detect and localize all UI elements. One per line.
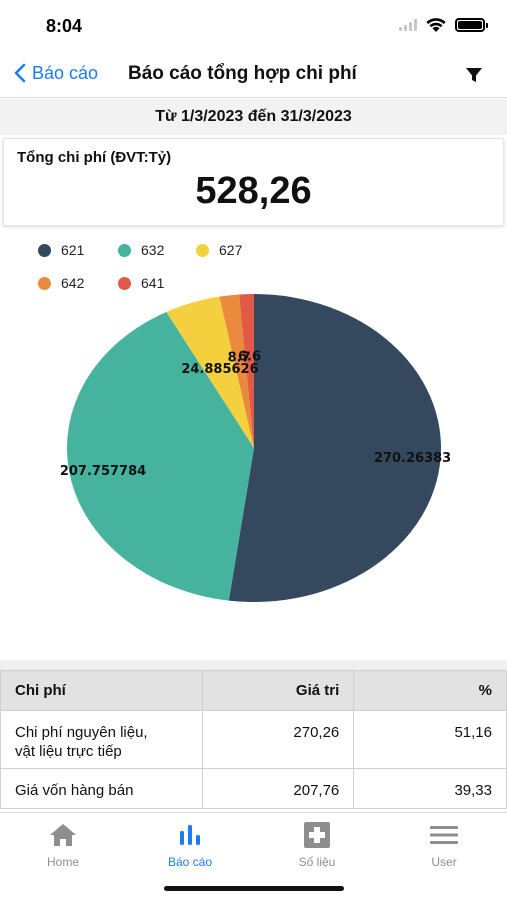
back-button-label: Báo cáo (32, 62, 99, 83)
legend-item-632[interactable]: 632 (118, 242, 164, 258)
cell-name-line: Giá vốn hàng bán (15, 782, 134, 799)
status-icons (399, 17, 488, 33)
cell-name-line: vật liệu trực tiếp (15, 743, 122, 760)
cost-table: Chi phí Giá tri % Chi phí nguyên liệu, v… (0, 670, 507, 809)
pie-chart-area: 621 632 627 642 641 270.26383 207.757784 2… (0, 230, 507, 660)
wifi-icon (426, 18, 446, 32)
column-header-value[interactable]: Giá tri (201, 670, 355, 711)
bar-chart-icon (180, 825, 200, 845)
table-row[interactable]: Giá vốn hàng bán 207,76 39,33 (0, 768, 507, 809)
legend-dot (38, 276, 51, 290)
total-cost-card: Tổng chi phí (ĐVT:Tỷ) 528,26 (3, 138, 504, 226)
pie-slice-621[interactable] (228, 294, 442, 603)
tab-label: Số liệu (298, 855, 336, 869)
tab-so-lieu[interactable]: Số liệu (254, 821, 380, 869)
legend-item-621[interactable]: 621 (38, 242, 84, 258)
battery-icon (455, 18, 488, 32)
pie-slice-632[interactable] (66, 311, 254, 601)
tab-home[interactable]: Home (0, 821, 126, 869)
status-bar: 8:04 (0, 0, 507, 50)
pie-slice-641[interactable] (239, 294, 254, 448)
total-cost-value: 528,26 (195, 170, 312, 212)
table-cell-percent: 39,33 (353, 768, 507, 809)
tab-label: Báo cáo (167, 855, 213, 869)
page-title: Báo cáo tổng hợp chi phí (128, 63, 357, 84)
table-row[interactable]: Chi phí nguyên liệu, vật liệu trực tiếp … (0, 710, 507, 769)
pie-slice-label-632: 207.757784 (60, 464, 146, 479)
legend-label: 642 (61, 275, 85, 291)
section-divider (0, 660, 507, 670)
legend-item-627[interactable]: 627 (196, 242, 242, 258)
filter-icon[interactable] (465, 66, 483, 84)
table-cell-name: Giá vốn hàng bán (0, 768, 203, 809)
pie-slice-label-627: 24.885626 (181, 362, 258, 377)
pie-slice-label-642: 8.7 (228, 350, 251, 365)
back-button[interactable]: Báo cáo (10, 62, 98, 84)
table-cell-value: 270,26 (201, 710, 355, 769)
legend-dot (38, 243, 51, 257)
pie-slice-label-621: 270.26383 (374, 451, 451, 466)
legend-dot (196, 243, 209, 257)
legend-item-641[interactable]: 641 (118, 275, 164, 291)
pie-slice-642[interactable] (219, 294, 254, 448)
legend-item-642[interactable]: 642 (38, 275, 84, 291)
legend-label: 621 (61, 242, 85, 258)
legend-label: 632 (141, 242, 165, 258)
legend-label: 641 (141, 275, 165, 291)
table-cell-value: 207,76 (201, 768, 355, 809)
table-cell-percent: 51,16 (353, 710, 507, 769)
legend-dot (118, 276, 131, 290)
data-icon (304, 822, 330, 848)
column-header-name[interactable]: Chi phí (0, 670, 203, 711)
tab-bar: Home Báo cáo Số liệu User (0, 812, 507, 900)
cellular-signal-icon (399, 19, 417, 31)
legend-label: 627 (219, 242, 243, 258)
cell-name-line: Chi phí nguyên liệu, (15, 724, 148, 741)
tab-bao-cao[interactable]: Báo cáo (127, 821, 253, 869)
tab-label: User (431, 855, 457, 869)
date-range: Từ 1/3/2023 đến 31/3/2023 (0, 99, 507, 135)
column-header-percent[interactable]: % (353, 670, 507, 711)
tab-user[interactable]: User (381, 821, 507, 869)
menu-icon (430, 826, 458, 844)
pie-slice-label-641: 6.6 (238, 350, 261, 365)
status-time: 8:04 (46, 16, 83, 36)
total-cost-label: Tổng chi phí (ĐVT:Tỷ) (17, 149, 172, 166)
pie-slice-627[interactable] (166, 296, 254, 448)
home-icon (50, 824, 76, 846)
home-indicator (164, 886, 344, 891)
navigation-bar: Báo cáo Báo cáo tổng hợp chi phí (0, 50, 507, 98)
table-header-row: Chi phí Giá tri % (0, 670, 507, 711)
legend-dot (118, 243, 131, 257)
table-cell-name: Chi phí nguyên liệu, vật liệu trực tiếp (0, 710, 203, 769)
tab-label: Home (46, 855, 79, 869)
chevron-left-icon (14, 63, 26, 83)
